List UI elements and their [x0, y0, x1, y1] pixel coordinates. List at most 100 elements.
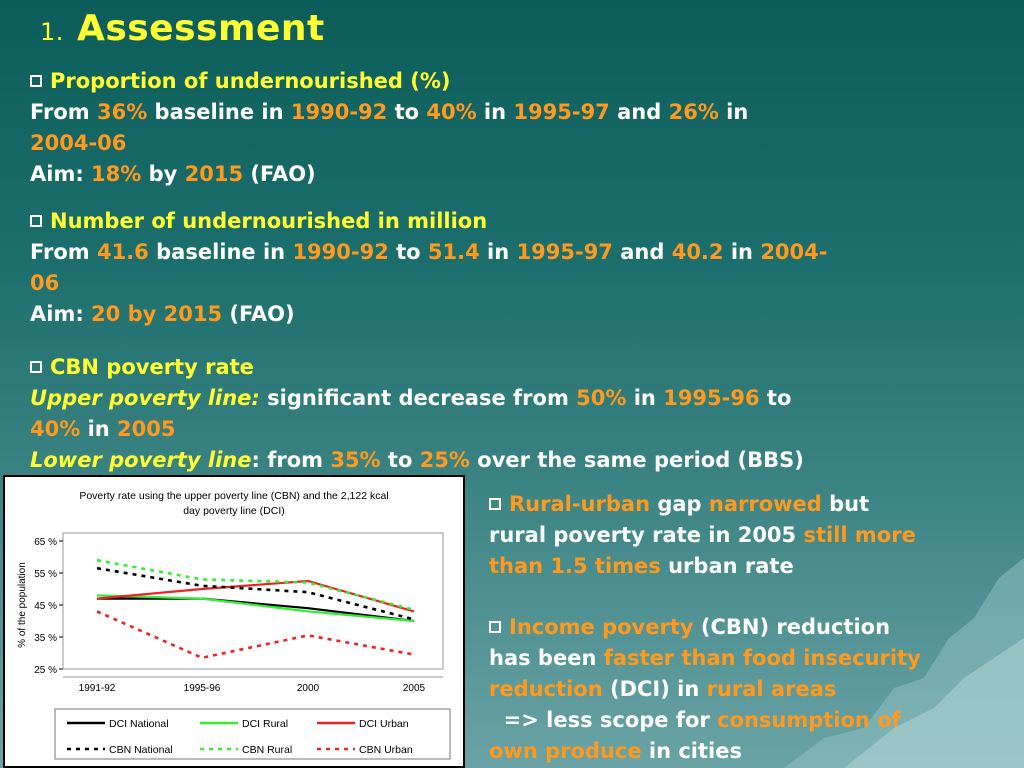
value: 26% [668, 100, 719, 124]
legend-label: DCI National [109, 718, 169, 730]
value: 1990-92 [292, 240, 389, 264]
value: 2005 [117, 417, 176, 441]
value: 2004- [760, 240, 828, 264]
text: : from [251, 448, 331, 472]
text: and [612, 240, 672, 264]
legend-label: CBN Urban [359, 744, 413, 756]
text: (FAO) [243, 162, 316, 186]
rural-urban-section: Rural-urban gap narrowed but rural pover… [489, 489, 1019, 582]
text: in [626, 386, 664, 410]
y-tick-label: 65 % [34, 537, 57, 548]
cbn-upper2: 40% in 2005 [30, 414, 804, 445]
x-tick-label: 1991-92 [79, 683, 116, 694]
text: in [476, 100, 514, 124]
number-line1: From 41.6 baseline in 1990-92 to 51.4 in… [30, 237, 827, 268]
value: 2015 [184, 162, 244, 186]
value: 18% [91, 162, 142, 186]
chart-title: Poverty rate using the upper poverty lin… [79, 490, 388, 517]
text: in [80, 417, 118, 441]
x-tick-label: 2000 [297, 683, 320, 694]
y-tick-label: 45 % [34, 601, 57, 612]
mountain-decoration [784, 558, 1024, 768]
series-line-dci-national [97, 597, 415, 623]
cbn-lower: Lower poverty line: from 35% to 25% over… [30, 445, 804, 476]
value: 1995-97 [516, 240, 613, 264]
value: 1990-92 [290, 100, 388, 124]
legend-label: CBN National [109, 744, 173, 756]
y-tick-label: 25 % [34, 665, 57, 676]
value: 1995-96 [663, 386, 760, 410]
value: Rural-urban [509, 492, 651, 516]
chart-svg: Poverty rate using the upper poverty lin… [17, 490, 451, 760]
text: over the same period (BBS) [469, 448, 804, 472]
series-line-dci-rural [96, 594, 415, 623]
bullet-icon [489, 621, 501, 633]
proportion-line1: From 36% baseline in 1990-92 to 40% in 1… [30, 97, 748, 128]
text: From [30, 100, 97, 124]
text: gap [650, 492, 709, 516]
value: consumption of [717, 708, 901, 732]
proportion-line2: 2004-06 [30, 131, 127, 155]
text: Aim: [30, 162, 92, 186]
series-line-cbn-urban [96, 610, 415, 660]
value: 51.4 [427, 240, 480, 264]
proportion-aim: Aim: 18% by 2015 (FAO) [30, 159, 748, 190]
value: 1995-97 [513, 100, 610, 124]
value: faster than food insecurity [603, 646, 921, 670]
proportion-section: Proportion of undernourished (%) From 36… [30, 66, 748, 190]
y-axis-label: % of the population [17, 562, 28, 648]
text: Aim: [30, 302, 92, 326]
text: (CBN) reduction [693, 615, 891, 639]
text: significant decrease from [259, 386, 577, 410]
legend-label: CBN Rural [242, 744, 292, 756]
text: to [759, 386, 792, 410]
text: to [388, 240, 428, 264]
value: 40% [30, 417, 81, 441]
value: 25% [419, 448, 470, 472]
text: in cities [641, 739, 742, 763]
value: 40.2 [671, 240, 724, 264]
value: Income poverty [509, 615, 694, 639]
number-line2: 06 [30, 271, 60, 295]
bullet-icon [489, 498, 501, 510]
cbn-section: CBN poverty rate Upper poverty line: sig… [30, 352, 804, 476]
value: 20 by 2015 [91, 302, 223, 326]
value: than 1.5 times [489, 554, 661, 578]
value: reduction [489, 677, 603, 701]
bullet-icon [30, 215, 42, 227]
value: 35% [330, 448, 381, 472]
plot-frame [62, 532, 444, 670]
text: baseline in [147, 100, 291, 124]
text: by [141, 162, 185, 186]
value: 36% [96, 100, 148, 124]
legend-label: DCI Urban [359, 718, 409, 730]
text: in [718, 100, 749, 124]
value: 41.6 [96, 240, 149, 264]
text: Upper poverty line: [30, 386, 260, 410]
text: but [821, 492, 870, 516]
text: From [30, 240, 97, 264]
legend-frame [54, 708, 451, 760]
number-aim: Aim: 20 by 2015 (FAO) [30, 299, 827, 330]
bullet-icon [30, 75, 42, 87]
bullet-icon [30, 361, 42, 373]
text: (DCI) in [602, 677, 707, 701]
cbn-header: CBN poverty rate [50, 355, 254, 379]
text: in [479, 240, 517, 264]
y-tick-label: 35 % [34, 633, 57, 644]
text: to [380, 448, 420, 472]
text: Lower poverty line [30, 448, 252, 472]
x-tick-label: 2005 [403, 683, 426, 694]
title-text: Assessment [76, 8, 325, 49]
value: own produce [489, 739, 642, 763]
legend-label: DCI Rural [242, 718, 288, 730]
x-tick-label: 1995-96 [184, 683, 221, 694]
text: in [723, 240, 761, 264]
value: 50% [576, 386, 627, 410]
text: => less scope for [489, 708, 718, 732]
income-section: Income poverty (CBN) reduction has been … [489, 612, 1019, 767]
text: has been [489, 646, 604, 670]
cbn-upper: Upper poverty line: significant decrease… [30, 383, 804, 414]
text: and [609, 100, 669, 124]
poverty-chart: Poverty rate using the upper poverty lin… [3, 475, 465, 768]
